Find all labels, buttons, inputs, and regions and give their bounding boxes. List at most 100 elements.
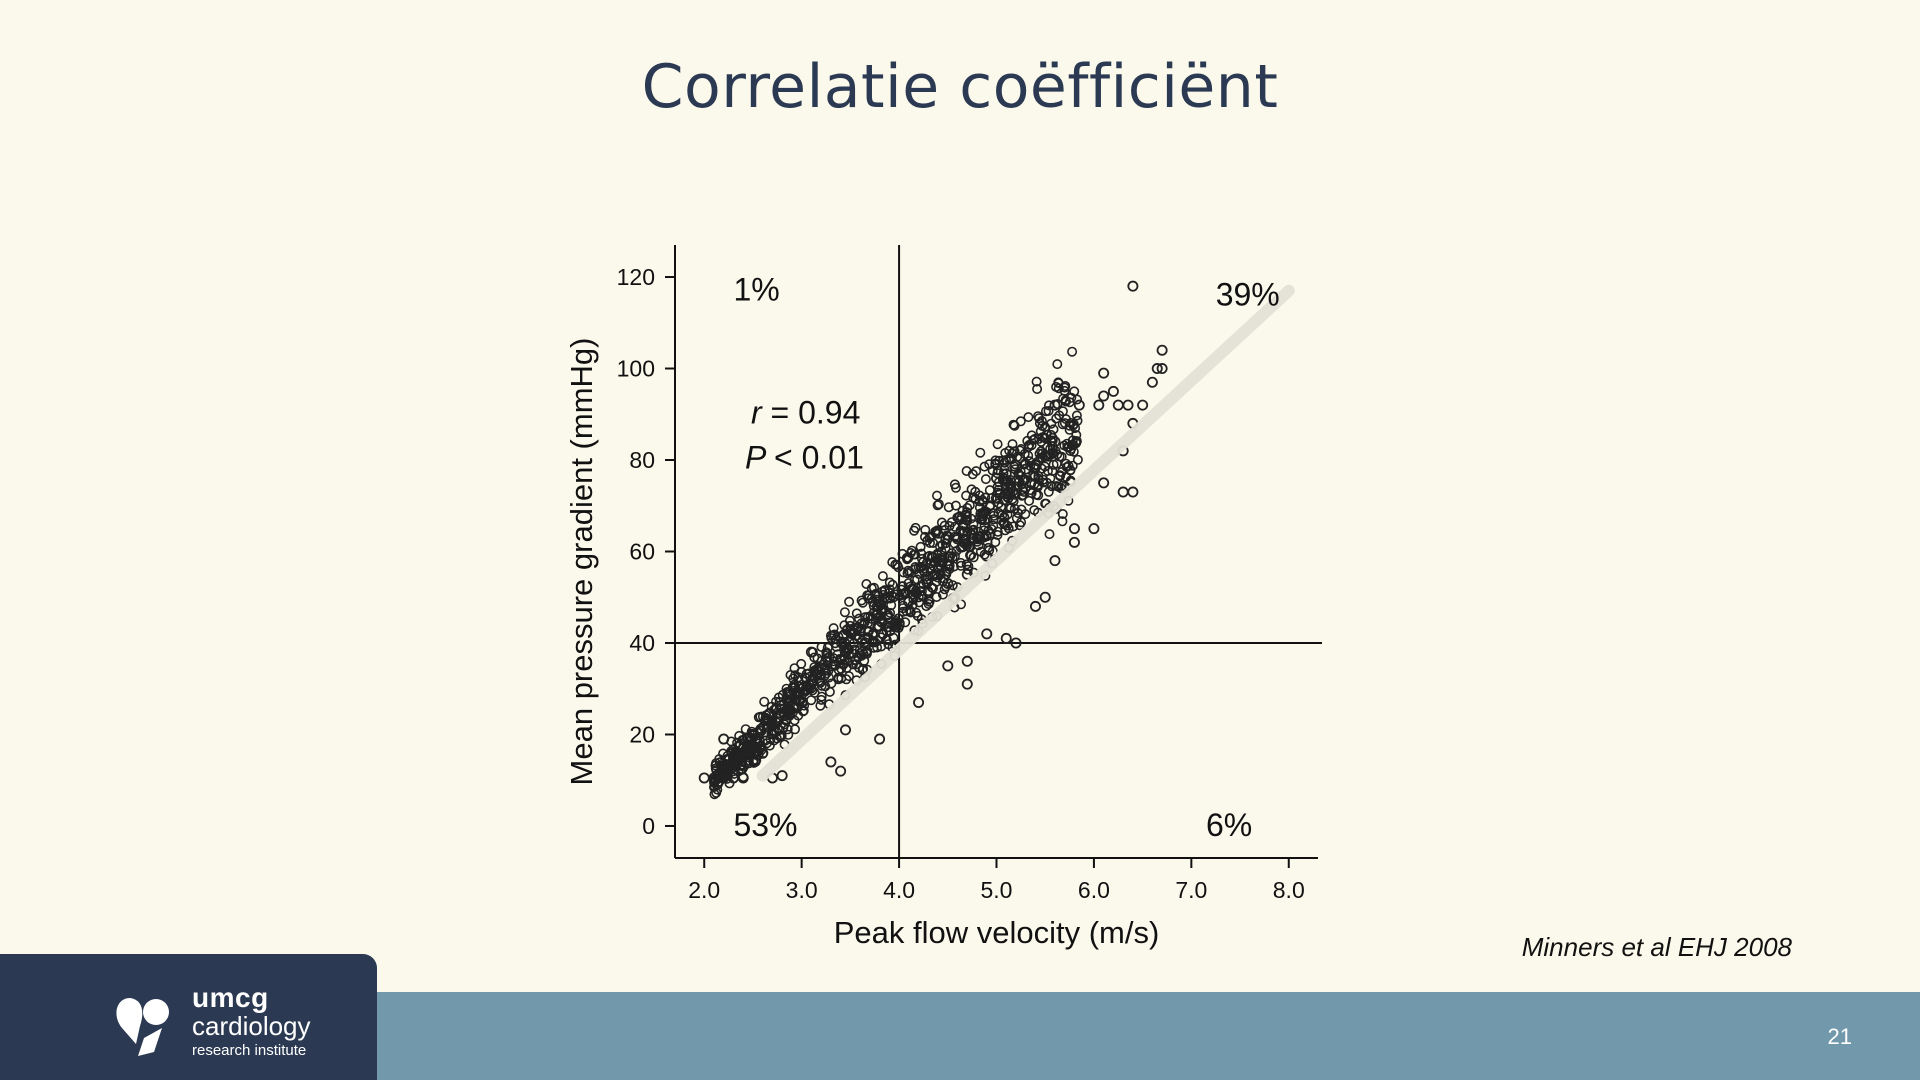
cloud-point bbox=[988, 514, 999, 525]
cloud-point bbox=[920, 524, 931, 535]
logo-line-2: cardiology bbox=[192, 1011, 311, 1041]
cloud-point bbox=[981, 530, 992, 541]
data-point bbox=[1068, 536, 1080, 548]
cloud-point bbox=[1032, 384, 1043, 395]
cloud-point bbox=[1051, 413, 1062, 424]
cloud-point bbox=[947, 552, 958, 563]
cloud-point bbox=[1053, 383, 1064, 394]
cloud-point bbox=[783, 729, 794, 740]
cloud-point bbox=[730, 755, 741, 766]
cloud-point bbox=[779, 719, 790, 730]
cloud-point bbox=[1063, 460, 1074, 471]
data-point bbox=[1010, 637, 1022, 649]
data-point bbox=[698, 772, 710, 784]
cloud-point bbox=[887, 579, 898, 590]
data-point bbox=[1098, 367, 1110, 379]
cloud-point bbox=[990, 537, 1001, 548]
cloud-point bbox=[862, 632, 873, 643]
cloud-point bbox=[836, 663, 847, 674]
data-point bbox=[913, 696, 925, 708]
quadrant-label: 53% bbox=[733, 807, 797, 843]
cloud-point bbox=[971, 533, 982, 544]
data-point bbox=[1146, 376, 1158, 388]
cloud-point bbox=[916, 585, 927, 596]
cloud-point bbox=[993, 498, 1004, 509]
cloud-point bbox=[1003, 523, 1014, 534]
cloud-point bbox=[1060, 396, 1071, 407]
data-point bbox=[1151, 363, 1163, 375]
cloud-point bbox=[979, 461, 990, 472]
cloud-point bbox=[771, 713, 782, 724]
cloud-point bbox=[921, 571, 932, 582]
cloud-point bbox=[870, 609, 881, 620]
cloud-point bbox=[935, 569, 946, 580]
cloud-point bbox=[1016, 504, 1027, 515]
data-point bbox=[942, 660, 954, 672]
cloud-point bbox=[1032, 411, 1043, 422]
cloud-point bbox=[885, 607, 896, 618]
cloud-point bbox=[992, 439, 1003, 450]
cloud-point bbox=[1032, 481, 1043, 492]
y-tick-label: 40 bbox=[629, 630, 655, 656]
cloud-point bbox=[857, 664, 868, 675]
citation: Minners et al EHJ 2008 bbox=[1521, 932, 1792, 962]
cloud-point bbox=[757, 711, 768, 722]
stat-p-value: < 0.01 bbox=[774, 440, 864, 476]
cloud-point bbox=[1012, 451, 1023, 462]
cloud-point bbox=[924, 537, 935, 548]
quadrant-label: 6% bbox=[1206, 807, 1252, 843]
y-tick-label: 80 bbox=[629, 447, 655, 473]
cloud-point bbox=[946, 548, 957, 559]
cloud-point bbox=[1067, 460, 1078, 471]
cloud-point bbox=[851, 608, 862, 619]
cloud-point bbox=[999, 512, 1010, 523]
cloud-point bbox=[893, 613, 904, 624]
data-point bbox=[1107, 385, 1119, 397]
cloud-point bbox=[1014, 445, 1025, 456]
point-cloud bbox=[709, 346, 1083, 800]
quadrant-label: 1% bbox=[733, 272, 779, 308]
cloud-point bbox=[856, 618, 867, 629]
cloud-point bbox=[844, 596, 855, 607]
logo: umcg cardiology research institute bbox=[0, 954, 377, 1080]
cloud-point bbox=[815, 670, 826, 681]
cloud-point bbox=[1009, 461, 1020, 472]
cloud-point bbox=[949, 521, 960, 532]
cloud-point bbox=[1052, 359, 1063, 370]
cloud-point bbox=[822, 642, 833, 653]
cloud-point bbox=[931, 576, 942, 587]
cloud-point bbox=[885, 593, 896, 604]
cloud-point bbox=[751, 742, 762, 753]
cloud-point bbox=[965, 513, 976, 524]
stat-p-symbol: P bbox=[745, 440, 774, 476]
cloud-point bbox=[992, 526, 1003, 537]
cloud-point bbox=[834, 653, 845, 664]
cloud-point bbox=[923, 598, 934, 609]
cloud-point bbox=[1058, 393, 1069, 404]
x-axis-label: Peak flow velocity (m/s) bbox=[834, 915, 1160, 950]
data-point bbox=[1000, 468, 1012, 480]
cloud-point bbox=[966, 484, 977, 495]
cloud-point bbox=[1056, 451, 1067, 462]
data-point bbox=[825, 756, 837, 768]
data-point bbox=[942, 578, 954, 590]
cloud-point bbox=[876, 599, 887, 610]
stat-r: r = 0.94 bbox=[751, 394, 860, 430]
data-point bbox=[1029, 459, 1041, 471]
cloud-point bbox=[955, 542, 966, 553]
data-point bbox=[1127, 486, 1139, 498]
cloud-point bbox=[1041, 477, 1052, 488]
cloud-point bbox=[977, 508, 988, 519]
cloud-point bbox=[1000, 455, 1011, 466]
stat-r-value: = 0.94 bbox=[771, 394, 861, 430]
cloud-point bbox=[745, 734, 756, 745]
y-tick-label: 20 bbox=[629, 721, 655, 747]
data-point bbox=[1098, 390, 1110, 402]
data-point bbox=[990, 472, 1002, 484]
cloud-point bbox=[900, 587, 911, 598]
cloud-point bbox=[1037, 421, 1048, 432]
data-point bbox=[839, 724, 851, 736]
regression-line bbox=[756, 284, 1295, 782]
cloud-point bbox=[898, 567, 909, 578]
data-point bbox=[1093, 399, 1105, 411]
